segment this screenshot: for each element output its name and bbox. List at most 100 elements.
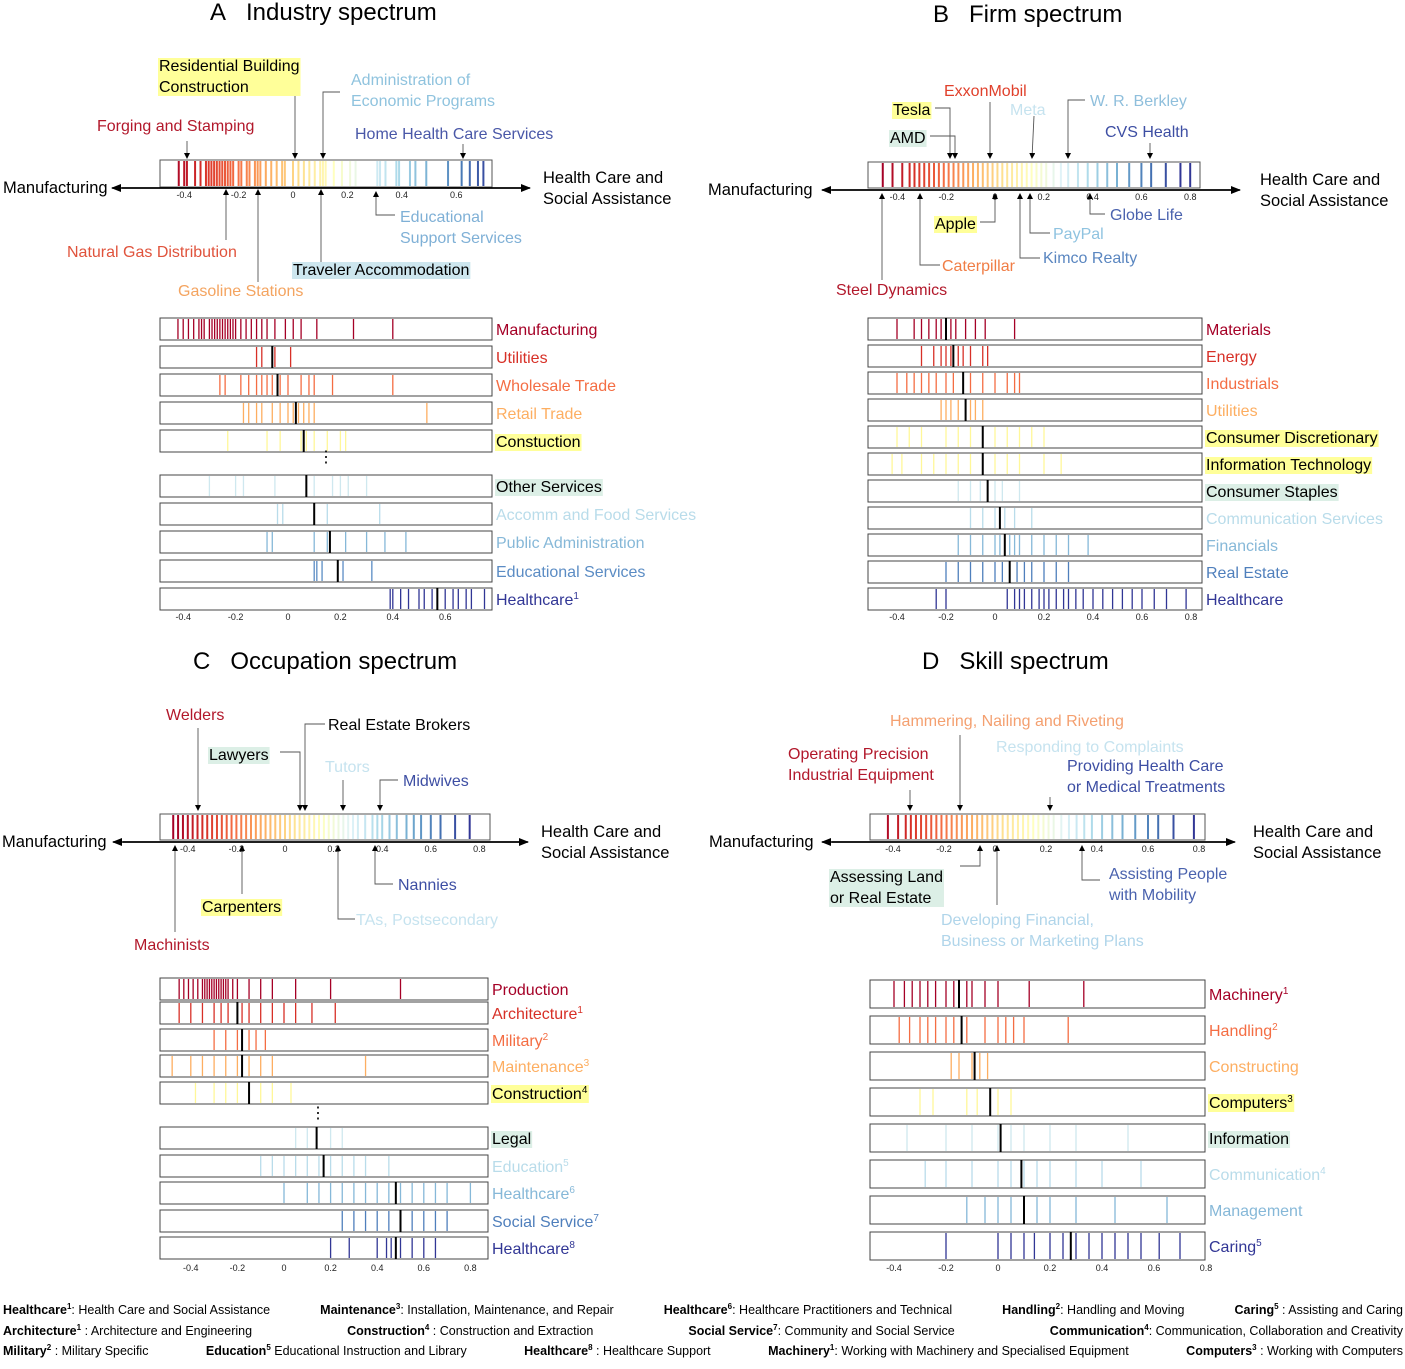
annotation: CVS Health — [1105, 124, 1189, 159]
label-highlight — [1205, 457, 1373, 474]
annotation: Forging and Stamping — [97, 118, 254, 159]
annotation: Hammering, Nailing and Riveting — [890, 713, 1124, 811]
panel-b: B Firm spectrum -0.4 -0.2 0 0.2 0.4 0.6 0.8 Manuf… — [708, 1, 1388, 622]
annotation-label: Forging and Stamping — [97, 118, 254, 135]
strip-label: Financials — [1206, 538, 1278, 555]
category-strip: Communication Services — [867, 506, 1383, 530]
strip-label: Computers3 — [1209, 1094, 1293, 1112]
strip-tick-label: 0.2 — [324, 1263, 337, 1273]
axis-label-right: Health Care and Social Assistance — [1253, 823, 1381, 862]
category-strip: Materials — [867, 317, 1271, 341]
strip-label: Accomm and Food Services — [496, 507, 696, 524]
strip-label: Machinery1 — [1209, 986, 1289, 1004]
main-tick-label: -0.2 — [231, 190, 247, 200]
annotation-label: Caterpillar — [942, 258, 1016, 275]
category-strip: Healthcare8 — [159, 1236, 575, 1260]
strip-tick-label: 0.4 — [387, 612, 400, 622]
strip-tick-label: -0.2 — [938, 612, 954, 622]
strip-tick-label: 0.6 — [1148, 1263, 1161, 1273]
category-strip: Constructing — [869, 1051, 1299, 1081]
strip-label: Communication Services — [1206, 511, 1383, 528]
category-strip: Caring5 — [869, 1231, 1262, 1261]
annotation-arrow — [372, 845, 393, 885]
category-strip: Architecture1 — [159, 1001, 583, 1025]
category-strip: Information Technology — [867, 452, 1373, 476]
annotation-label: Developing Financial, Business or Marketi… — [941, 912, 1144, 950]
label-highlight — [892, 102, 932, 119]
annotation-arrow — [278, 85, 298, 159]
strip-label: Real Estate — [1206, 565, 1289, 582]
strip-box — [159, 1054, 489, 1078]
main-tick-label: 0 — [282, 844, 287, 854]
category-strip: Healthcare1 — [159, 587, 579, 611]
strip-box — [869, 979, 1206, 1009]
panel-title: A Industry spectrum — [210, 0, 437, 26]
panel-d: D Skill spectrum -0.4 -0.2 0 0.2 0.4 0.6 0.8 Manu… — [709, 648, 1381, 1273]
annotation: W. R. Berkley — [1065, 93, 1187, 159]
annotation: Carpenters — [201, 845, 283, 916]
strip-tick-label: 0.6 — [418, 1263, 431, 1273]
strip-box — [869, 1051, 1206, 1081]
strip-tick-label: 0.4 — [371, 1263, 384, 1273]
main-tick-label: 0.2 — [1040, 844, 1053, 854]
strip-label: Industrials — [1206, 376, 1279, 393]
annotation: Apple — [934, 193, 998, 233]
category-strip: Utilities — [159, 345, 548, 369]
strip-label: Healthcare1 — [496, 591, 579, 609]
annotation-label: Home Health Care Services — [355, 126, 553, 143]
label-highlight — [934, 216, 978, 233]
footnote-entry: Communication4: Communication, Collabora… — [1049, 1322, 1403, 1338]
annotation-label: Natural Gas Distribution — [67, 244, 237, 261]
annotation-arrow — [1065, 99, 1085, 159]
annotation-label: Kimco Realty — [1043, 250, 1137, 267]
strip-tick-label: -0.4 — [175, 612, 191, 622]
strip-box — [159, 429, 493, 453]
footnote-row: Military2 : Military Specific Education5 … — [3, 1343, 1403, 1364]
strip-box — [159, 373, 493, 397]
strip-box — [159, 502, 493, 526]
strip-box — [159, 1236, 489, 1260]
annotation-label: Administration of Economic Programs — [351, 72, 495, 110]
category-strip: Machinery1 — [869, 979, 1289, 1009]
strip-tick-label: 0 — [285, 612, 290, 622]
strip-label: Architecture1 — [492, 1005, 583, 1023]
strip-label: Handling2 — [1209, 1022, 1278, 1040]
strip-box — [159, 1028, 489, 1052]
strip-label: Maintenance3 — [492, 1058, 590, 1076]
annotation: Responding to Complaints — [996, 739, 1184, 756]
panel-c: C Occupation spectrum -0.4 -0.2 0 0.2 0.4 0.6 0.… — [2, 648, 669, 1273]
strip-tick-label: 0.4 — [1087, 612, 1100, 622]
annotation: Home Health Care Services — [355, 126, 553, 159]
footnote-entry: Machinery1: Working with Machinery and S… — [768, 1343, 1129, 1359]
main-tick-label: 0 — [290, 190, 295, 200]
strip-box — [867, 425, 1203, 449]
annotation-label: ExxonMobil — [944, 83, 1027, 100]
category-strip: Legal — [159, 1126, 533, 1150]
annotation: Tutors — [325, 759, 370, 811]
annotation: Traveler Accommodation — [292, 189, 471, 279]
strip-box — [869, 1231, 1206, 1261]
strip-tick-label: 0.6 — [439, 612, 452, 622]
annotation-arrow — [280, 751, 303, 811]
axis-label-left: Manufacturing — [2, 833, 107, 851]
axis-label-right: Health Care and Social Assistance — [543, 169, 671, 208]
annotation: Assisting People with Mobility — [1079, 845, 1227, 904]
panel-a: A Industry spectrum -0.4 -0.2 0 0.2 0.4 0.6 Manu… — [3, 0, 696, 622]
label-highlight — [1205, 430, 1379, 447]
annotation-arrow — [960, 845, 983, 867]
main-tick-label: 0.6 — [425, 844, 438, 854]
strip-box — [159, 1181, 489, 1205]
main-tick-label: 0.4 — [1086, 192, 1099, 202]
strip-tick-label: 0 — [992, 612, 997, 622]
main-tick-label: -0.4 — [180, 844, 196, 854]
strip-tick-label: -0.4 — [889, 612, 905, 622]
footnote-entry: Caring5 : Assisting and Caring — [1234, 1302, 1403, 1318]
annotation-arrow — [930, 135, 958, 159]
strip-label: Information — [1209, 1131, 1289, 1148]
category-strip: Public Administration — [159, 530, 645, 554]
category-strip: Constuction — [159, 429, 582, 453]
main-tick-label: -0.2 — [229, 844, 245, 854]
footnote-entry: Healthcare6: Healthcare Practitioners an… — [663, 1302, 953, 1318]
annotation-label: Operating Precision Industrial Equipment — [788, 746, 934, 784]
